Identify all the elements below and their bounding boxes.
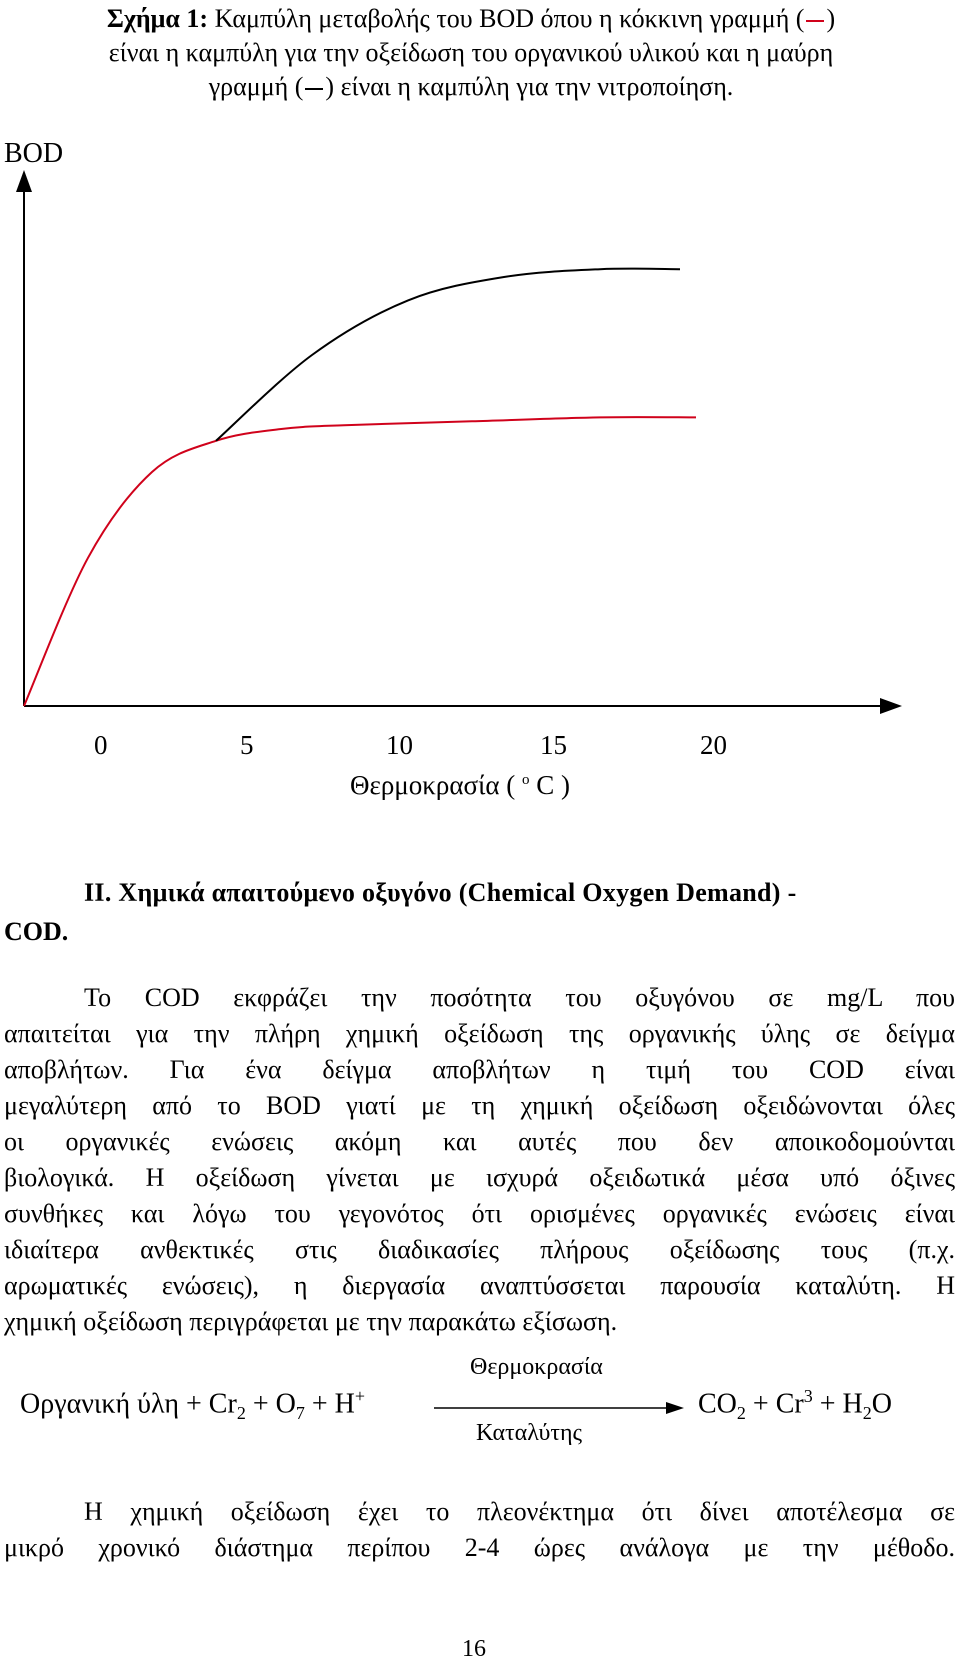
- x-tick-label: 15: [540, 730, 567, 760]
- equation-condition-below: Καταλύτης: [476, 1420, 583, 1446]
- caption-text-4: γραμμή (: [208, 72, 304, 101]
- paragraph-line: απαιτείται για την πλήρη χημική οξείδωση…: [4, 1019, 955, 1048]
- equation-products: CO2 + Cr3 + H2O: [698, 1386, 892, 1423]
- equation-condition-above: Θερμοκρασία: [470, 1354, 603, 1380]
- reaction-arrow-icon: [434, 1402, 684, 1414]
- x-tick-label: 0: [94, 730, 108, 760]
- x-tick-label: 20: [700, 730, 727, 760]
- equation-reactants: Οργανική ύλη + Cr2 + O7 + H+: [20, 1386, 365, 1423]
- paragraph-line: συνθήκες και λόγω του γεγονότος ότι ορισ…: [4, 1199, 955, 1228]
- paragraph-line: μικρό χρονικό διάστημα περίπου 2-4 ώρες …: [4, 1533, 955, 1562]
- paragraph-line: Το COD εκφράζει την ποσότητα του οξυγόνο…: [84, 983, 955, 1012]
- y-axis-arrow-icon: [16, 170, 32, 192]
- bod-chart: [16, 170, 902, 714]
- black-line-legend-icon: [305, 88, 324, 91]
- section-title-cont: COD.: [4, 917, 69, 946]
- paragraph-cod: Το COD εκφράζει την ποσότητα του οξυγόνο…: [4, 980, 955, 1340]
- page-number: 16: [462, 1636, 486, 1662]
- paragraph-line: βιολογικά. Η οξείδωση γίνεται με ισχυρά …: [4, 1163, 955, 1192]
- caption-text-5: ) είναι η καμπύλη για την νιτροποίηση.: [325, 72, 734, 101]
- section-title: ΙΙ. Χημικά απαιτούμενο οξυγόνο (Chemical…: [84, 878, 797, 907]
- paragraph-line: οι οργανικές ενώσεις ακόμη και αυτές που…: [4, 1127, 955, 1156]
- paragraph-line: Η χημική οξείδωση έχει το πλεονέκτημα ότ…: [84, 1497, 955, 1526]
- x-tick-label: 5: [240, 730, 254, 760]
- caption-text-2: ): [826, 4, 836, 33]
- x-axis-label: Θερμοκρασία ( o C ): [350, 770, 570, 800]
- x-tick-label: 10: [386, 730, 413, 760]
- paragraph-line: αποβλήτων. Για ένα δείγμα αποβλήτων η τι…: [4, 1055, 955, 1084]
- y-axis-label: BOD: [4, 138, 64, 169]
- red-line-legend-icon: [806, 20, 825, 23]
- paragraph-line: αρωματικές ενώσεις), η διεργασία αναπτύσ…: [4, 1271, 955, 1300]
- x-axis-arrow-icon: [880, 698, 902, 714]
- paragraph-advantage: Η χημική οξείδωση έχει το πλεονέκτημα ότ…: [4, 1494, 955, 1566]
- caption-prefix: Σχήμα 1:: [106, 4, 209, 33]
- series-line-0: [23, 416, 697, 707]
- figure-caption: Σχήμα 1: Καμπύλη μεταβολής του BOD όπου …: [6, 2, 936, 104]
- paragraph-line: χημική οξείδωση περιγράφεται με την παρα…: [4, 1307, 618, 1336]
- caption-text-1: Καμπύλη μεταβολής του BOD όπου η κόκκινη…: [208, 4, 805, 33]
- paragraph-line: μεγαλύτερη από το BOD γιατί με τη χημική…: [4, 1091, 955, 1120]
- caption-text-3: είναι η καμπύλη για την οξείδωση του οργ…: [108, 38, 834, 67]
- series-line-1: [215, 267, 681, 442]
- paragraph-line: ιδιαίτερα ανθεκτικές στις διαδικασίες πλ…: [4, 1235, 955, 1264]
